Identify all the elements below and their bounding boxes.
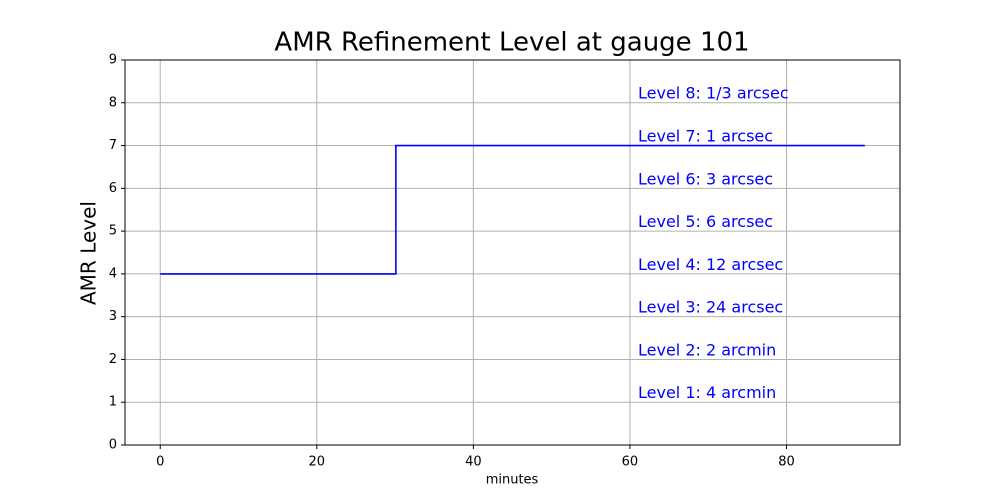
annotation: Level 2: 2 arcmin bbox=[638, 340, 776, 359]
annotation: Level 7: 1 arcsec bbox=[638, 127, 773, 146]
annotation: Level 3: 24 arcsec bbox=[638, 298, 783, 317]
y-tick-label: 5 bbox=[109, 224, 117, 239]
y-tick-label: 0 bbox=[109, 438, 117, 453]
annotation: Level 5: 6 arcsec bbox=[638, 212, 773, 231]
y-tick-label: 3 bbox=[109, 309, 117, 324]
data-line bbox=[160, 144, 865, 275]
x-tick-label: 0 bbox=[156, 455, 164, 470]
y-tick-label: 9 bbox=[109, 53, 117, 68]
y-tick-label: 8 bbox=[109, 95, 117, 110]
y-tick-label: 6 bbox=[109, 181, 117, 196]
plot-frame bbox=[124, 59, 901, 446]
x-tick-label: 60 bbox=[622, 455, 639, 470]
annotation: Level 4: 12 arcsec bbox=[638, 255, 783, 274]
y-axis-label: AMR Level bbox=[77, 201, 101, 305]
y-tick-label: 7 bbox=[109, 138, 117, 153]
x-tick-label: 20 bbox=[309, 455, 326, 470]
chart-title: AMR Refinement Level at gauge 101 bbox=[274, 28, 749, 58]
x-tick-label: 40 bbox=[465, 455, 482, 470]
annotation: Level 1: 4 arcmin bbox=[638, 383, 776, 402]
x-axis-label: minutes bbox=[486, 473, 539, 488]
y-tick-label: 2 bbox=[109, 352, 117, 367]
y-tick-label: 4 bbox=[109, 266, 117, 281]
y-tick-label: 1 bbox=[109, 395, 117, 410]
annotation: Level 8: 1/3 arcsec bbox=[638, 84, 789, 103]
x-tick-label: 80 bbox=[778, 455, 795, 470]
annotation: Level 6: 3 arcsec bbox=[638, 169, 773, 188]
